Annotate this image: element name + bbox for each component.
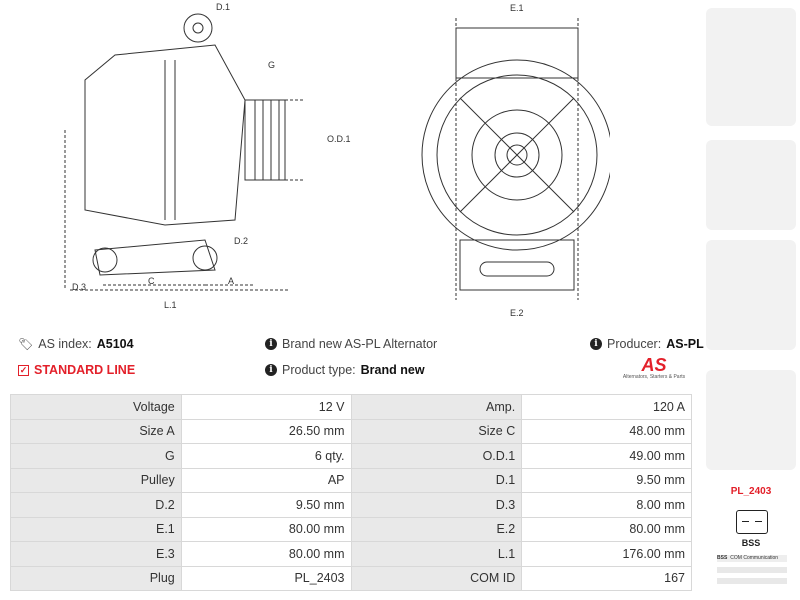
spec-value: 26.50 mm	[180, 418, 352, 444]
spec-value: 48.00 mm	[521, 418, 692, 444]
spec-value: 49.00 mm	[521, 443, 692, 469]
spec-value: 6 qty.	[180, 443, 352, 469]
info-icon: i	[265, 364, 277, 376]
label-c: C	[148, 276, 155, 286]
label-d3: D.3	[72, 282, 87, 292]
product-type: i Product type: Brand new	[265, 363, 425, 377]
spec-label: COM ID	[350, 565, 523, 591]
producer-value: AS-PL	[666, 337, 704, 351]
as-index-value: A5104	[96, 337, 134, 351]
spec-label: O.D.1	[350, 443, 523, 469]
spec-label: Voltage	[10, 394, 182, 420]
label-d1: D.1	[216, 2, 231, 12]
plug-connector-icon	[736, 510, 768, 534]
spec-label: Pulley	[10, 467, 182, 493]
spec-label: Size A	[10, 418, 182, 444]
spec-label: Plug	[10, 565, 182, 591]
producer-label: Producer:	[607, 337, 662, 351]
table-row: Size A 26.50 mm Size C 48.00 mm	[10, 418, 692, 444]
description: i Brand new AS-PL Alternator	[265, 337, 437, 351]
logo-tagline: Alternators, Starters & Parts	[622, 374, 686, 380]
spec-value: 9.50 mm	[180, 492, 352, 518]
spec-value: 9.50 mm	[521, 467, 692, 493]
spec-value: 176.00 mm	[521, 541, 692, 567]
side-view-drawing	[64, 13, 305, 291]
standard-line: ✓ STANDARD LINE	[18, 363, 135, 377]
product-type-label: Product type:	[282, 363, 356, 377]
label-g: G	[268, 60, 276, 70]
table-row: D.2 9.50 mm D.3 8.00 mm	[10, 492, 692, 518]
spec-label: D.3	[350, 492, 523, 518]
checkbox-icon: ✓	[18, 364, 29, 376]
table-row: Pulley AP D.1 9.50 mm	[10, 467, 692, 493]
spec-value: 80.00 mm	[180, 541, 352, 567]
label-e1: E.1	[510, 3, 524, 13]
info-icon: i	[265, 338, 277, 350]
specs-table: Voltage 12 V Amp. 120 A Size A 26.50 mm Size C…	[10, 394, 692, 591]
table-row: E.3 80.00 mm L.1 176.00 mm	[10, 541, 692, 567]
spec-value: AP	[180, 467, 352, 493]
standard-line-label: STANDARD LINE	[34, 363, 136, 377]
spec-label: D.1	[350, 467, 523, 493]
tag-icon: 🏷	[18, 337, 34, 351]
as-index-label: AS index:	[38, 337, 92, 351]
spec-label: D.2	[10, 492, 182, 518]
label-d2: D.2	[234, 236, 249, 246]
product-photo-rear[interactable]	[706, 240, 796, 350]
spec-label: Amp.	[350, 394, 523, 420]
legend-row-empty	[717, 567, 787, 573]
legend-code: BSS	[717, 555, 728, 561]
spec-value: 80.00 mm	[521, 516, 692, 542]
spec-value: 167	[521, 565, 692, 591]
label-od1: O.D.1	[327, 134, 351, 144]
spec-label: E.2	[350, 516, 523, 542]
label-a: A	[228, 276, 235, 286]
spec-value: PL_2403	[180, 565, 352, 591]
spec-value: 80.00 mm	[180, 516, 352, 542]
spec-label: Size C	[350, 418, 523, 444]
plug-legend: BSS COM Communication	[717, 555, 787, 562]
spec-label: E.1	[10, 516, 182, 542]
spec-value: 120 A	[521, 394, 692, 420]
product-type-value: Brand new	[360, 363, 425, 377]
product-photo-front[interactable]	[706, 8, 796, 126]
plug-type: BSS	[741, 538, 761, 548]
spec-label: E.3	[10, 541, 182, 567]
table-row: Voltage 12 V Amp. 120 A	[10, 394, 692, 420]
producer: i Producer: AS-PL	[590, 337, 704, 351]
info-icon: i	[590, 338, 602, 350]
legend-row-empty	[717, 578, 787, 584]
as-index: 🏷 AS index: A5104	[18, 337, 134, 351]
table-row: E.1 80.00 mm E.2 80.00 mm	[10, 516, 692, 542]
product-photo-side[interactable]	[706, 140, 796, 230]
spec-value: 8.00 mm	[521, 492, 692, 518]
spec-label: L.1	[350, 541, 523, 567]
logo-text: AS	[641, 355, 667, 375]
plug-name: PL_2403	[730, 486, 772, 497]
product-photo-angle[interactable]	[706, 370, 796, 470]
table-row: Plug PL_2403 COM ID 167	[10, 565, 692, 591]
spec-value: 12 V	[180, 394, 352, 420]
label-e2: E.2	[510, 308, 524, 318]
front-view-drawing	[421, 18, 610, 300]
as-pl-logo: AS Alternators, Starters & Parts	[612, 356, 696, 380]
label-l1: L.1	[164, 300, 177, 310]
legend-text: COM Communication	[730, 555, 779, 561]
spec-label: G	[10, 443, 182, 469]
description-text: Brand new AS-PL Alternator	[282, 337, 438, 351]
